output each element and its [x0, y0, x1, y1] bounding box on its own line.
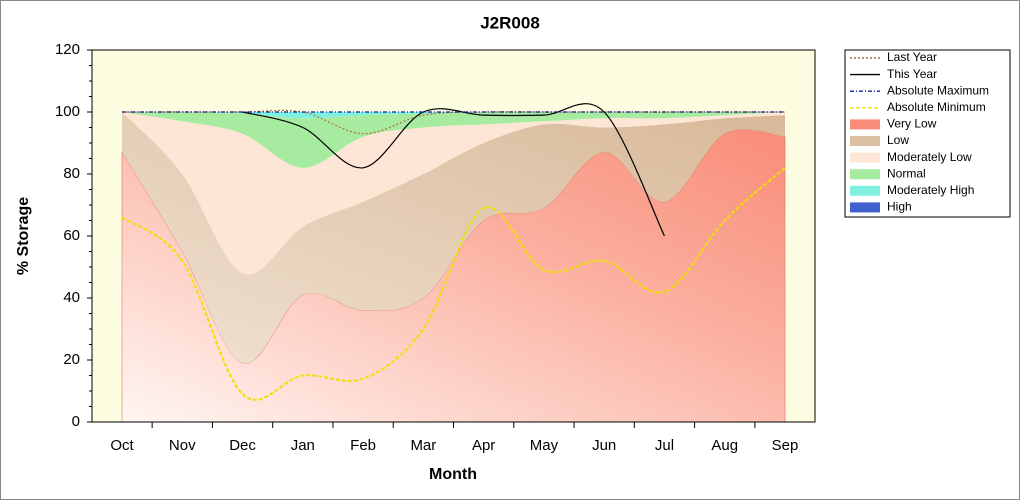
legend-label: High [887, 200, 912, 214]
y-axis-title: % Storage [15, 197, 32, 275]
x-tick-label: Sep [772, 437, 799, 454]
legend-label: Absolute Minimum [887, 100, 986, 114]
x-tick-label: Aug [711, 437, 738, 454]
y-tick-label: 40 [63, 289, 80, 306]
legend-swatch [850, 152, 880, 163]
series-line [242, 103, 665, 237]
legend-label: Moderately High [887, 183, 974, 197]
plot [121, 103, 786, 423]
x-tick-label: Oct [110, 437, 134, 454]
x-tick-label: Dec [229, 437, 256, 454]
legend-label: Last Year [887, 50, 937, 64]
legend-label: Low [887, 133, 909, 147]
x-tick-label: Jun [592, 437, 616, 454]
series-line [121, 167, 786, 401]
y-tick-label: 100 [55, 103, 80, 120]
legend-swatch [850, 185, 880, 196]
band-area [122, 112, 785, 364]
legend-label: This Year [887, 67, 937, 81]
legend-swatch [850, 136, 880, 146]
y-tick-label: 60 [63, 227, 80, 244]
chart-title: J2R008 [480, 13, 540, 32]
legend-swatch [850, 119, 880, 130]
legend-items: Last Year This Year Absolute Maximum Absolu… [850, 50, 989, 214]
band-area [122, 111, 785, 168]
x-tick-label: May [530, 437, 559, 454]
x-tick-label: Mar [410, 437, 436, 454]
x-tick-label: Nov [169, 437, 196, 454]
legend-swatch [850, 202, 880, 213]
legend-swatch [850, 169, 880, 180]
x-axis-title: Month [429, 466, 477, 483]
legend-label: Absolute Maximum [887, 83, 989, 97]
y-tick-label: 20 [63, 351, 80, 368]
band-area [122, 111, 785, 119]
x-tick-label: Jul [655, 437, 674, 454]
band-area [122, 112, 785, 275]
x-tick-label: Jan [291, 437, 315, 454]
y-tick-label: 0 [72, 413, 80, 430]
legend-label: Very Low [887, 117, 937, 131]
x-tick-label: Feb [350, 437, 376, 454]
x-tick-label: Apr [472, 437, 495, 454]
y-tick-label: 120 [55, 41, 80, 58]
y-tick-label: 80 [63, 165, 80, 182]
legend-label: Moderately Low [887, 150, 972, 164]
legend-label: Normal [887, 166, 926, 180]
